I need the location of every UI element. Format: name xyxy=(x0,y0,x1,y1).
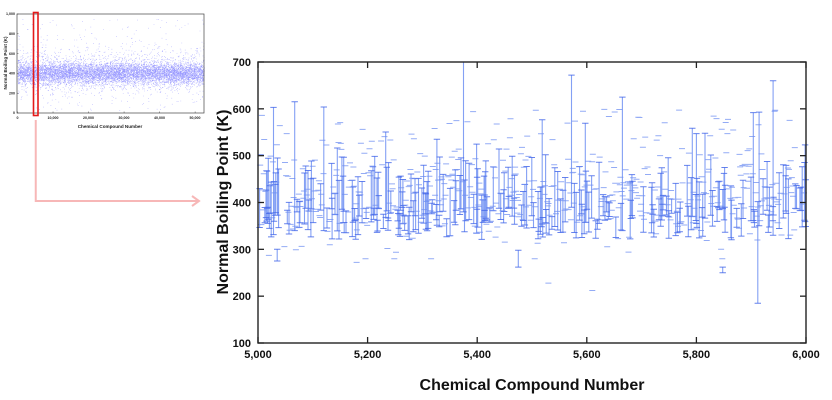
overview-ytick-label: 1,000 xyxy=(6,12,15,16)
connector-arrow xyxy=(34,120,201,207)
xtick-label: 6,000 xyxy=(792,349,820,361)
overview-y-axis-title: Normal Boiling Point (K) xyxy=(3,36,8,90)
overview-xtick-label: 0 xyxy=(17,116,19,120)
highlight-box xyxy=(32,11,39,117)
overview-xtick-label: 20,000 xyxy=(83,116,94,120)
overview-xtick-label: 30,000 xyxy=(119,116,130,120)
overview-chart: 0 200 400 600 800 1,000 0 10,000 20,000 … xyxy=(3,11,205,129)
overview-ytick-label: 800 xyxy=(9,32,15,36)
overview-xtick-label: 40,000 xyxy=(154,116,165,120)
ytick-label: 500 xyxy=(233,151,251,163)
main-chart: 100 200 300 400 500 600 700 5,000 5,200 … xyxy=(215,57,820,394)
x-axis-title: Chemical Compound Number xyxy=(420,377,645,394)
y-axis-title: Normal Boiling Point (K) xyxy=(215,110,232,295)
overview-scatter-dots xyxy=(17,19,205,111)
overview-plot-frame xyxy=(16,13,205,114)
errorbar-stems xyxy=(259,62,807,304)
overview-scatter-points xyxy=(17,19,205,111)
single-value-markers xyxy=(257,108,807,291)
overview-xtick-label: 10,000 xyxy=(48,116,59,120)
ytick-label: 700 xyxy=(233,57,251,69)
ytick-label: 400 xyxy=(233,198,251,210)
ytick-label: 200 xyxy=(233,291,251,303)
errorbar-series xyxy=(256,61,809,304)
arrowhead-icon xyxy=(191,195,201,207)
xtick-label: 5,600 xyxy=(573,349,601,361)
xtick-label: 5,000 xyxy=(244,349,272,361)
ytick-label: 100 xyxy=(233,338,251,350)
errorbar-caps xyxy=(256,61,809,304)
overview-ytick-label: 400 xyxy=(9,72,15,76)
main-ticks xyxy=(257,61,807,344)
ytick-label: 300 xyxy=(233,244,251,256)
overview-ytick-label: 0 xyxy=(13,111,15,115)
xtick-label: 5,800 xyxy=(683,349,711,361)
xtick-label: 5,400 xyxy=(463,349,491,361)
overview-xtick-label: 50,000 xyxy=(190,116,201,120)
overview-ytick-label: 600 xyxy=(9,52,15,56)
ytick-label: 600 xyxy=(233,104,251,116)
xtick-label: 5,200 xyxy=(354,349,382,361)
overview-x-axis-title: Chemical Compound Number xyxy=(78,124,143,129)
overview-ticks xyxy=(17,13,196,114)
overview-ytick-label: 200 xyxy=(9,91,15,95)
